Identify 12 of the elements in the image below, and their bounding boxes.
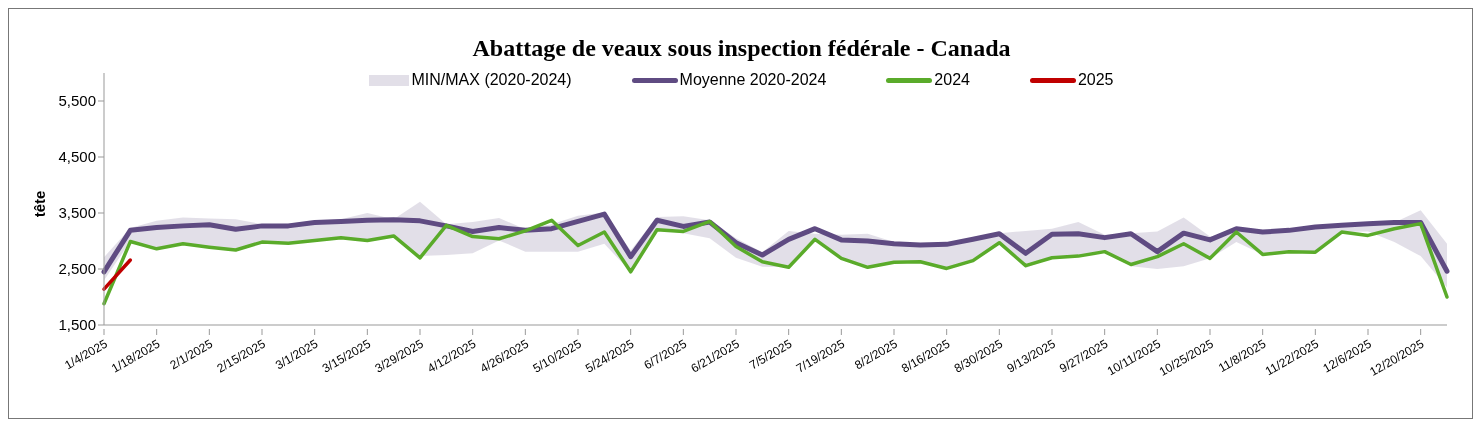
y-axis-title: tête — [30, 190, 48, 218]
y-tick-label: 1,500 — [58, 316, 96, 334]
legend-label: 2024 — [934, 71, 970, 89]
y-tick-label: 5,500 — [58, 92, 96, 110]
y-tick-label: 3,500 — [58, 204, 96, 222]
annotation: MIN/MAX (2020-2024) — [411, 71, 572, 89]
line-series — [102, 218, 1449, 306]
legend-label: Moyenne 2020-2024 — [679, 71, 827, 89]
y-tick-label: 2,500 — [58, 260, 96, 278]
chart-title: Abattage de veaux sous inspection fédérale - Canada — [471, 35, 1012, 62]
y-tick-label: 4,500 — [58, 148, 96, 166]
legend-label: 2025 — [1077, 71, 1114, 89]
